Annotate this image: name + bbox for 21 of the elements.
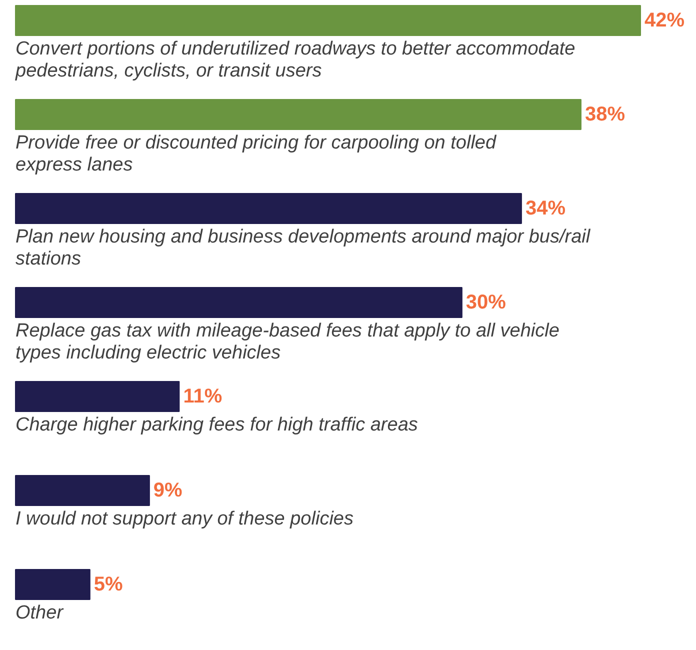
bar (15, 5, 641, 36)
y-tick-label: Charge higher parking fees for high traffic areas (16, 414, 418, 436)
data-label: 30% (466, 292, 506, 314)
y-tick-label: Convert portions of underutilized roadways to better accommodate pedestrians, cyclists, or transit users (14, 38, 576, 82)
data-label: 5% (94, 574, 124, 596)
y-tick-label: Plan new housing and business developments around major bus/rail stations (16, 226, 591, 270)
bar (15, 193, 522, 224)
bar (15, 99, 582, 130)
bar (15, 287, 462, 318)
data-label: 42% (644, 10, 685, 32)
bar (15, 381, 180, 412)
data-label: 34% (525, 198, 566, 220)
y-tick-label: I would not support any of these policies (16, 508, 354, 530)
data-label: 9% (153, 480, 183, 502)
y-tick-label: Replace gas tax with mileage-based fees that apply to all vehicle types including electric vehicles (16, 320, 560, 364)
data-label: 38% (584, 104, 626, 126)
y-tick-label: Provide free or discounted pricing for carpooling on tolled express lanes (16, 132, 498, 176)
bar (15, 569, 90, 600)
data-label: 11% (183, 386, 222, 408)
bar (15, 475, 150, 506)
y-tick-label: Other (16, 602, 64, 624)
